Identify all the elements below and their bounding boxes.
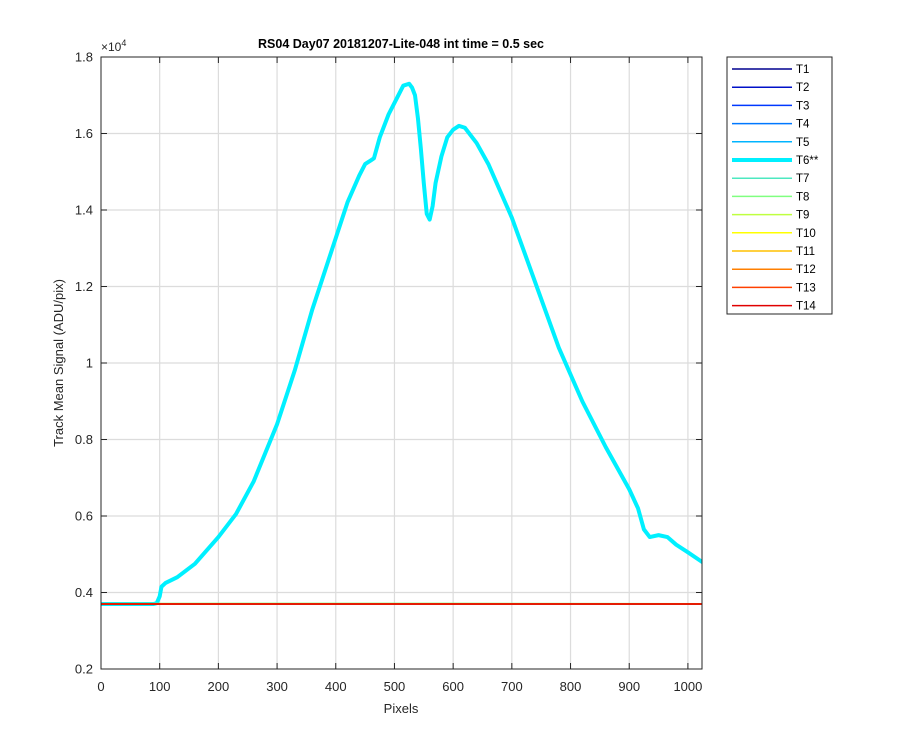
y-tick-label: 0.2: [75, 662, 93, 677]
x-tick-label: 600: [442, 679, 464, 694]
x-tick-label: 100: [149, 679, 171, 694]
legend-label-t1: T1: [796, 64, 809, 76]
x-tick-label: 900: [618, 679, 640, 694]
y-tick-label: 0.4: [75, 585, 93, 600]
x-tick-label: 300: [266, 679, 288, 694]
legend-label-t13: T13: [796, 282, 816, 294]
y-exponent-base: ×10: [101, 40, 122, 54]
series-line-t6: [101, 81, 702, 606]
series-layer: [101, 81, 702, 606]
grid: [101, 57, 702, 669]
y-tick-label: 1.2: [75, 279, 93, 294]
y-tick-label: 0.8: [75, 432, 93, 447]
chart-title: RS04 Day07 20181207-Lite-048 int time = …: [258, 37, 544, 51]
legend-label-t3: T3: [796, 100, 809, 112]
legend-box: [726, 56, 833, 315]
x-tick-label: 500: [384, 679, 406, 694]
legend-label-t2: T2: [796, 82, 809, 94]
legend-label-t4: T4: [796, 119, 810, 131]
y-tick-label: 1.4: [75, 203, 93, 218]
y-axis-label: Track Mean Signal (ADU/pix): [51, 279, 66, 447]
legend-label-t11: T11: [796, 246, 815, 258]
x-tick-label: 800: [560, 679, 582, 694]
legend-label-t14: T14: [796, 301, 816, 313]
y-tick-label: 1: [86, 356, 93, 371]
y-exponent-power: 4: [121, 38, 126, 48]
legend: T1 T2 T3 T4 T5 T6** T7 T8 T9 T10 T11 T12 T13 T14: [726, 56, 833, 315]
x-tick-label: 400: [325, 679, 347, 694]
y-tick-label: 0.6: [75, 509, 93, 524]
legend-label-t10: T10: [796, 228, 816, 240]
y-axis: 0.2 0.4 0.6 0.8 1 1.2 1.4 1.6 1.8: [75, 50, 702, 677]
x-tick-label: 700: [501, 679, 523, 694]
legend-label-t7: T7: [796, 173, 809, 185]
x-tick-label: 1000: [673, 679, 702, 694]
y-exponent-label: ×104: [101, 38, 126, 54]
legend-label-t12: T12: [796, 264, 816, 276]
x-axis: 0 100 200 300 400 500 600 700 800 900 1000: [97, 57, 702, 694]
x-tick-label: 200: [208, 679, 230, 694]
y-tick-label: 1.8: [75, 50, 93, 65]
x-axis-label: Pixels: [384, 701, 419, 716]
legend-label-t9: T9: [796, 210, 809, 222]
legend-label-t6: T6**: [796, 155, 819, 167]
legend-label-t5: T5: [796, 137, 809, 149]
legend-label-t8: T8: [796, 191, 809, 203]
x-tick-label: 0: [97, 679, 104, 694]
y-tick-label: 1.6: [75, 126, 93, 141]
